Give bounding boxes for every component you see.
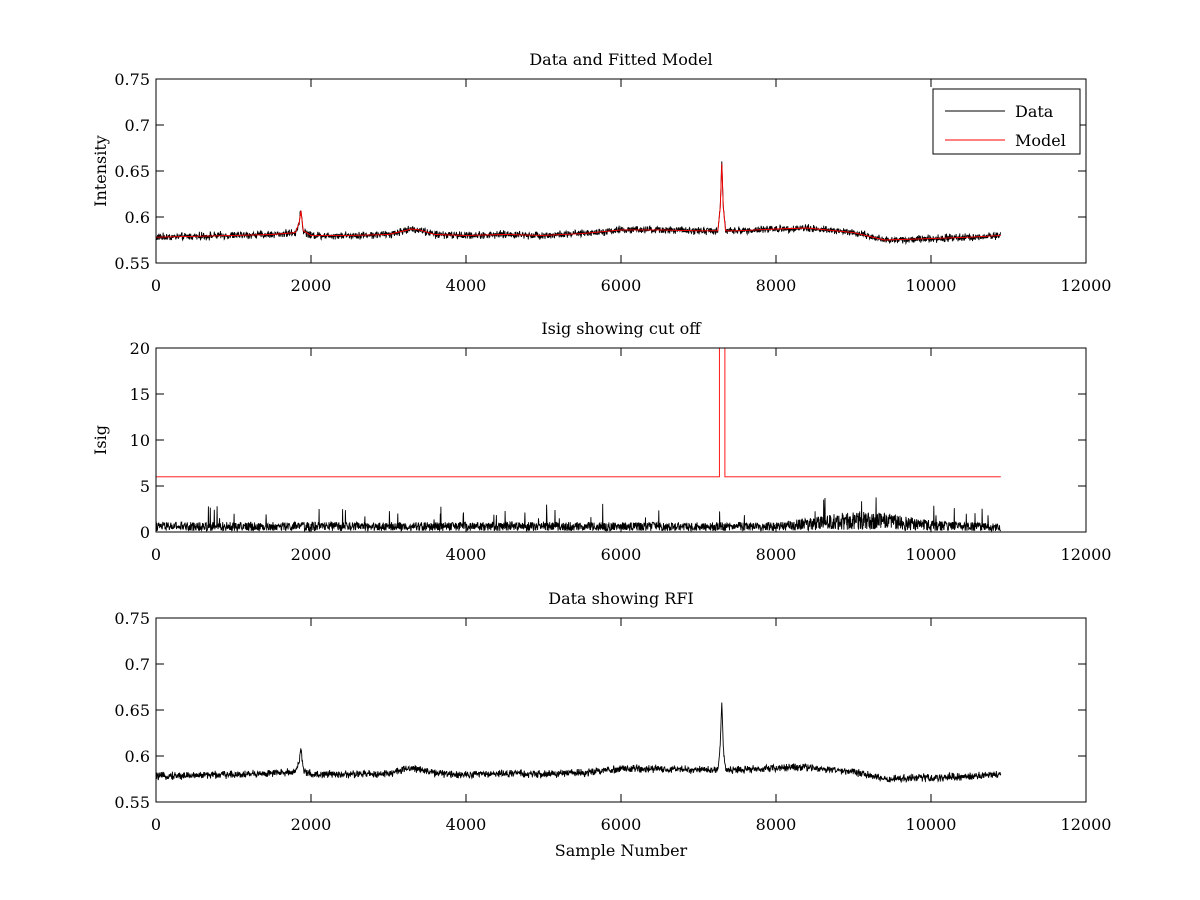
y-tick-label: 0.65 [114,701,150,720]
y-axis-label: Isig [91,425,110,455]
x-tick-label: 6000 [601,276,642,295]
x-tick-label: 12000 [1061,545,1112,564]
y-tick-label: 0 [140,523,150,542]
series-line-1 [156,497,1002,532]
x-tick-label: 4000 [446,276,487,295]
y-tick-label: 0.65 [114,162,150,181]
series-line-1 [156,702,1002,784]
y-tick-label: 0.6 [125,747,150,766]
x-tick-label: 8000 [756,545,797,564]
chart-panel-1: 0 2000 4000 6000 8000 10000 12000 0.55 0.6 0.65 0.… [91,50,1111,295]
y-tick-label: 10 [130,431,150,450]
x-tick-label: 2000 [291,815,332,834]
y-tick-label: 15 [130,385,150,404]
x-tick-label: 10000 [906,545,957,564]
x-tick-label: 4000 [446,815,487,834]
y-tick-label: 0.75 [114,609,150,628]
legend: Data Model [932,88,1081,155]
chart-panel-2: 0 2000 4000 6000 8000 10000 12000 0 5 10 15 20 Isig … [91,319,1111,564]
x-tick-label: 0 [151,276,161,295]
chart-title: Isig showing cut off [541,319,702,338]
x-tick-label: 8000 [756,815,797,834]
y-tick-label: 0.6 [125,208,150,227]
y-tick-label: 0.55 [114,254,150,273]
series-group [156,348,1002,532]
x-tick-label: 0 [151,815,161,834]
x-tick-label: 6000 [601,545,642,564]
y-tick-label: 20 [130,339,150,358]
series-group [156,702,1002,784]
y-tick-label: 0.55 [114,793,150,812]
series-line-2 [156,348,1001,478]
x-tick-label: 0 [151,545,161,564]
series-line-data [156,161,1002,246]
x-tick-label: 6000 [601,815,642,834]
x-tick-label: 12000 [1061,276,1112,295]
x-tick-label: 10000 [906,276,957,295]
y-axis-label: Intensity [91,135,110,207]
x-tick-label: 2000 [291,276,332,295]
y-tick-label: 0.7 [125,116,150,135]
chart-title: Data showing RFI [548,589,693,608]
legend-box [932,88,1081,155]
x-tick-label: 10000 [906,815,957,834]
x-tick-label: 12000 [1061,815,1112,834]
y-tick-label: 0.7 [125,655,150,674]
axes-frame [155,617,1087,803]
chart-title: Data and Fitted Model [529,50,712,69]
legend-label: Data [1015,102,1054,121]
y-tick-label: 0.75 [114,70,150,89]
x-axis-label: Sample Number [555,841,688,860]
legend-label: Model [1015,131,1066,150]
x-tick-label: 4000 [446,545,487,564]
chart-panel-3: 0 2000 4000 6000 8000 10000 12000 0.55 0.6 0.65 0.… [114,589,1111,860]
axes-frame [155,347,1087,533]
series-group [156,161,1002,246]
series-line-model [156,163,1001,241]
x-tick-label: 8000 [756,276,797,295]
x-tick-label: 2000 [291,545,332,564]
y-tick-label: 5 [140,477,150,496]
